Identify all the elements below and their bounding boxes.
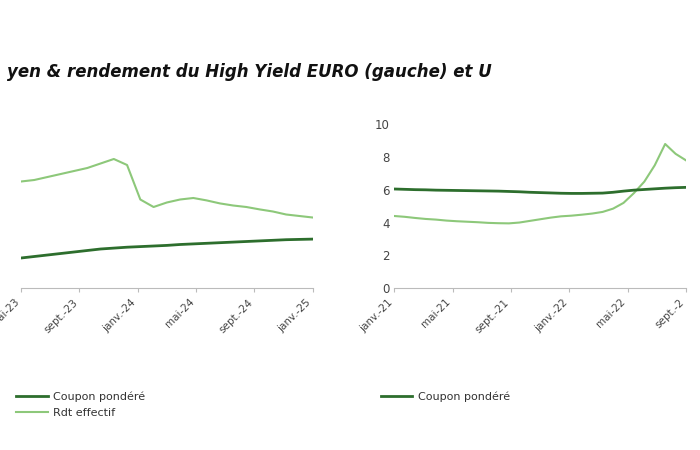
Legend: Coupon pondéré: Coupon pondéré (377, 387, 514, 406)
Legend: Coupon pondéré, Rdt effectif: Coupon pondéré, Rdt effectif (12, 387, 150, 422)
Text: yen & rendement du High Yield EURO (gauche) et U: yen & rendement du High Yield EURO (gauc… (7, 63, 491, 81)
